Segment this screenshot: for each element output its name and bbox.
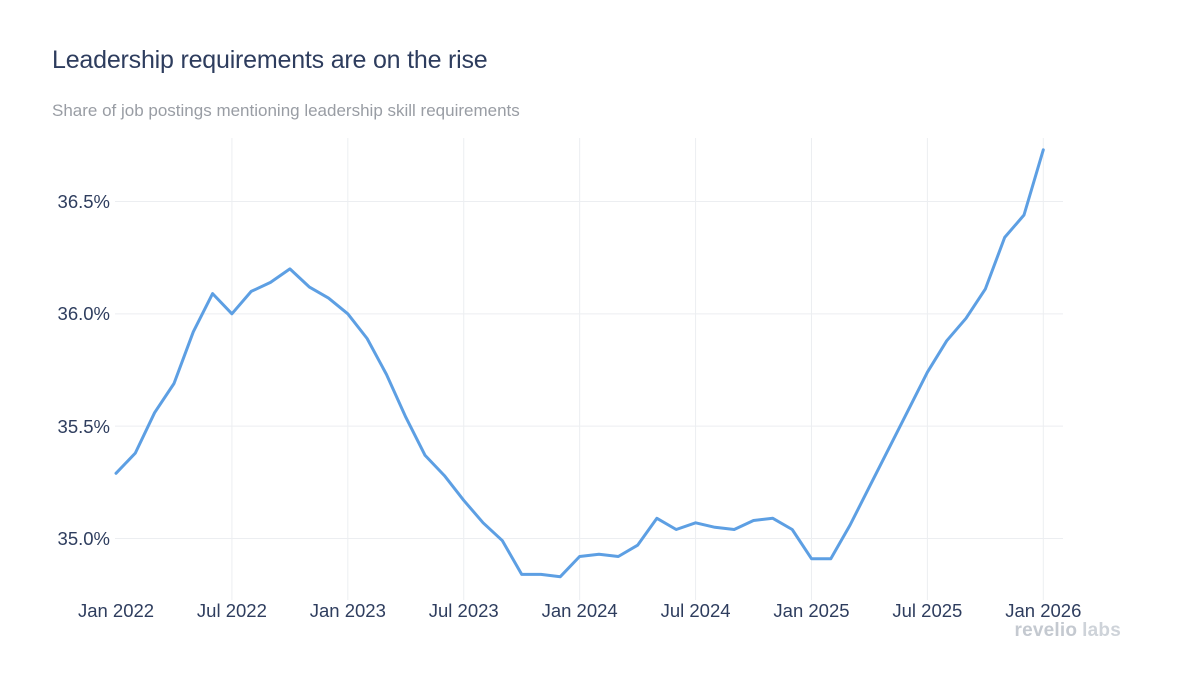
x-tick-label: Jan 2026 <box>1005 600 1082 621</box>
x-tick-label: Jul 2024 <box>660 600 731 621</box>
y-tick-label: 36.5% <box>57 190 110 212</box>
logo-text-labs: labs <box>1082 620 1121 641</box>
logo-text-revelio: revelio <box>1014 620 1078 641</box>
x-tick-label: Jul 2022 <box>196 600 267 621</box>
y-tick-label: 35.0% <box>57 528 110 549</box>
y-tick-label: 35.5% <box>57 415 110 437</box>
x-tick-label: Jan 2025 <box>773 600 850 621</box>
x-tick-label: Jul 2023 <box>428 600 499 621</box>
x-tick-label: Jan 2024 <box>541 600 618 621</box>
horizontal-gridlines <box>115 200 1063 539</box>
chart-title: Leadership requirements are on the rise <box>52 46 488 74</box>
vertical-gridlines <box>231 138 1044 600</box>
chart-subtitle: Share of job postings mentioning leaders… <box>52 101 520 120</box>
y-tick-label: 36.0% <box>57 303 110 325</box>
x-tick-label: Jan 2023 <box>309 600 386 621</box>
revelio-labs-logo: revelio labs <box>1015 620 1122 642</box>
x-tick-label: Jul 2025 <box>892 600 963 621</box>
x-tick-label: Jan 2022 <box>77 600 155 621</box>
series-line <box>114 148 1045 579</box>
